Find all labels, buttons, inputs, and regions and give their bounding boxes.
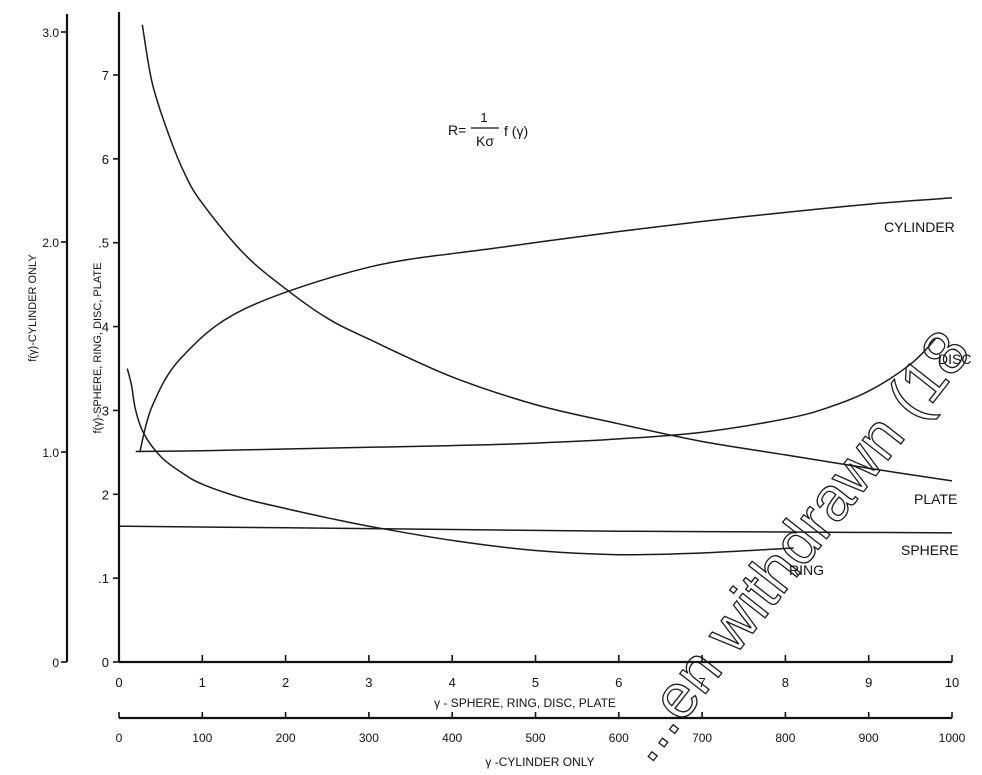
curve-sphere bbox=[118, 525, 953, 534]
series-label-ring: RING bbox=[789, 562, 824, 578]
curve-plate bbox=[141, 24, 953, 482]
x-tick-label: 8 bbox=[782, 675, 789, 690]
y2-tick-label: 1.0 bbox=[42, 446, 59, 460]
x2-tick-label: 900 bbox=[859, 731, 879, 745]
curve-ring bbox=[126, 368, 794, 556]
x-tick-label: 2 bbox=[282, 675, 289, 690]
equation: R= 1 Kσ f (γ) bbox=[448, 110, 528, 149]
y-tick-label: 7 bbox=[102, 68, 109, 83]
y2-axis-label: f(γ)-CYLINDER ONLY bbox=[27, 254, 39, 362]
x-tick-label: 1 bbox=[199, 675, 206, 690]
y-tick-label: .1 bbox=[98, 571, 109, 586]
x-tick-label: 4 bbox=[449, 675, 456, 690]
curve-disc bbox=[135, 338, 936, 453]
series-label-sphere: SPHERE bbox=[901, 542, 959, 558]
x-tick-label: 0 bbox=[115, 675, 122, 690]
x-tick-label: 9 bbox=[865, 675, 872, 690]
y-tick-label: 2 bbox=[102, 487, 109, 502]
axes bbox=[65, 12, 952, 720]
curve-cylinder bbox=[139, 197, 953, 453]
series-label-disc: DISC bbox=[938, 351, 971, 367]
y-tick-label: 3 bbox=[102, 403, 109, 418]
y-tick-label: .5 bbox=[98, 236, 109, 251]
labels: 0 1 2 3 4 5 6 7 8 9 100 100 200 300 400 500 600 700 800 900… bbox=[42, 26, 971, 745]
curves bbox=[118, 24, 953, 556]
series-label-plate: PLATE bbox=[914, 491, 957, 507]
x-tick-label: 3 bbox=[365, 675, 372, 690]
x2-tick-label: 1000 bbox=[939, 731, 966, 745]
y-tick-label: 4 bbox=[102, 320, 109, 335]
x-tick-label: 5 bbox=[532, 675, 539, 690]
y-tick-label: 6 bbox=[102, 152, 109, 167]
x2-tick-label: 500 bbox=[525, 731, 545, 745]
x2-tick-label: 800 bbox=[775, 731, 795, 745]
series-label-cylinder: CYLINDER bbox=[884, 219, 955, 235]
x2-tick-label: 100 bbox=[192, 731, 212, 745]
y2-tick-label: 3.0 bbox=[42, 26, 59, 40]
x2-axis-label: γ -CYLINDER ONLY bbox=[485, 755, 594, 769]
ticks bbox=[61, 31, 953, 718]
x2-tick-label: 0 bbox=[116, 731, 123, 745]
x-tick-label: 10 bbox=[945, 675, 959, 690]
x2-tick-label: 400 bbox=[442, 731, 462, 745]
x-axis-label: γ - SPHERE, RING, DISC, PLATE bbox=[434, 696, 616, 710]
equation-numerator: 1 bbox=[480, 110, 487, 125]
y2-tick-label: 0 bbox=[52, 656, 59, 670]
equation-lhs: R= bbox=[448, 122, 466, 138]
x2-tick-label: 700 bbox=[692, 731, 712, 745]
y2-tick-label: 2.0 bbox=[42, 236, 59, 250]
x-tick-label: 7 bbox=[698, 675, 705, 690]
x2-tick-label: 200 bbox=[276, 731, 296, 745]
x2-tick-label: 300 bbox=[359, 731, 379, 745]
y-axis-label: f(γ)-SPHERE, RING, DISC, PLATE bbox=[92, 263, 104, 434]
y-tick-label: 0 bbox=[102, 655, 109, 670]
x2-tick-label: 600 bbox=[609, 731, 629, 745]
x-tick-label: 6 bbox=[615, 675, 622, 690]
equation-rhs: f (γ) bbox=[504, 123, 528, 139]
equation-denominator: Kσ bbox=[476, 133, 494, 149]
